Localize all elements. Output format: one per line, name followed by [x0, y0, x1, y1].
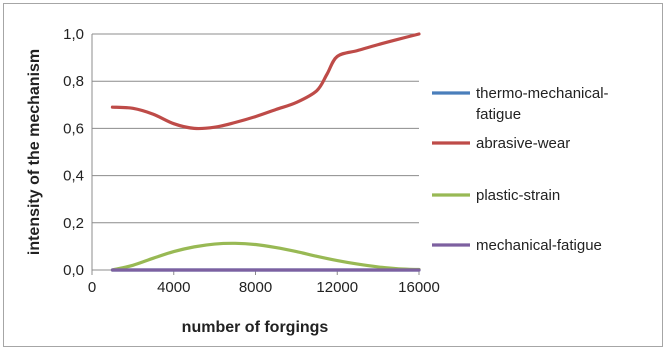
legend-label-thermo-mechanical-fatigue: thermo-mechanical-: [476, 85, 609, 102]
y-tick-label: 0,8: [63, 73, 84, 90]
legend-label-thermo-mechanical-fatigue: fatigue: [476, 106, 521, 123]
x-tick-labels: 0 4000 8000 12000 16000: [88, 279, 440, 296]
series-line-abrasive-wear: [110, 32, 421, 131]
legend-label-abrasive-wear: abrasive-wear: [476, 135, 570, 152]
x-tick-label: 8000: [239, 279, 272, 296]
y-tick-label: 1,0: [63, 26, 84, 43]
y-tick-label: 0,0: [63, 262, 84, 279]
series-lines: [110, 32, 421, 272]
x-axis-label: number of forgings: [182, 319, 329, 336]
y-tick-label: 0,6: [63, 120, 84, 137]
series-line-plastic-strain: [110, 241, 421, 272]
x-tick-label: 0: [88, 279, 96, 296]
y-tick-labels: 0,0 0,2 0,4 0,6 0,8 1,0: [63, 26, 84, 279]
x-tick-label: 4000: [157, 279, 190, 296]
x-tick-label: 16000: [398, 279, 440, 296]
y-axis-label: intensity of the mechanism: [26, 49, 43, 255]
y-tick-label: 0,4: [63, 168, 84, 185]
legend-label-mechanical-fatigue: mechanical-fatigue: [476, 237, 602, 254]
y-tick-label: 0,2: [63, 215, 84, 232]
gridlines: [92, 33, 419, 224]
axes: [91, 34, 420, 275]
legend-label-plastic-strain: plastic-strain: [476, 187, 560, 204]
legend: thermo-mechanical-fatigue abrasive-wear pl…: [432, 85, 609, 254]
x-tick-label: 12000: [316, 279, 358, 296]
